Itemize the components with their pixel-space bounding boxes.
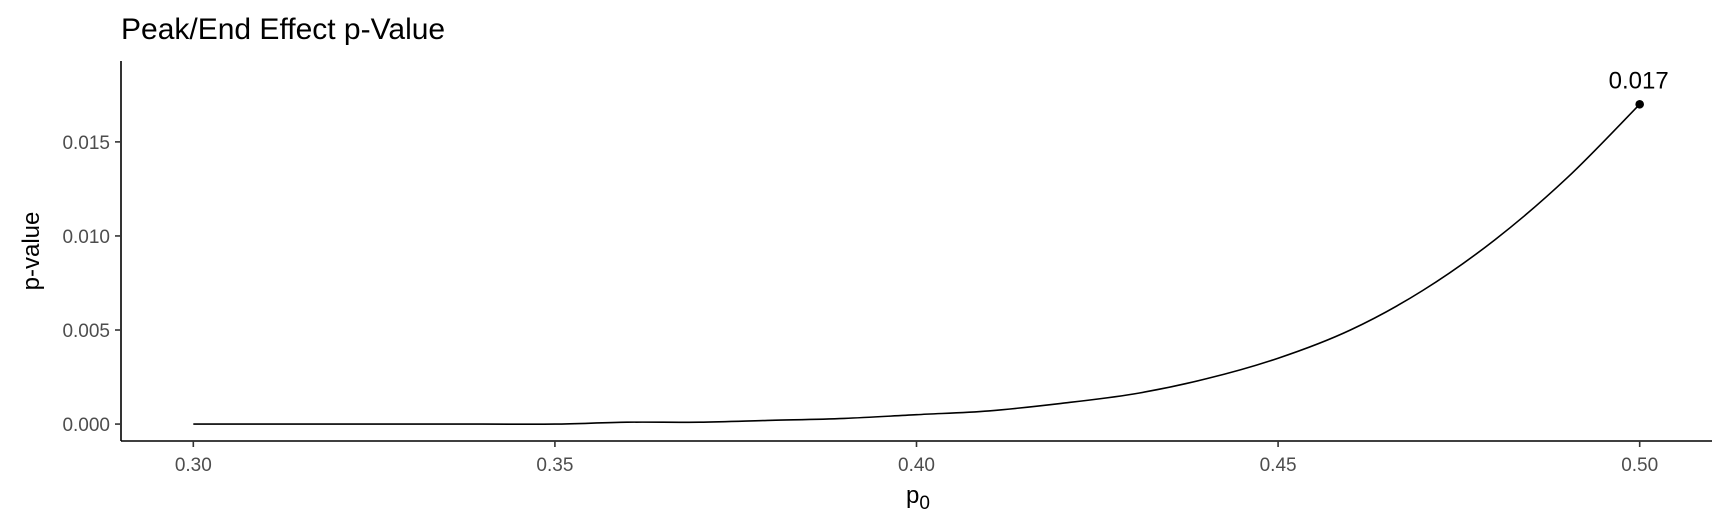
x-axis-title: p0: [906, 482, 930, 514]
x-axis-ticks: 0.30 0.35 0.40 0.45 0.50: [175, 441, 1658, 476]
x-axis-title-main: p: [906, 482, 919, 509]
x-tick-label: 0.50: [1621, 455, 1658, 476]
y-axis-title: p-value: [18, 212, 45, 291]
y-tick-label: 0.005: [62, 321, 110, 342]
plot-area: 0.000 0.005 0.010 0.015 0.30 0.35 0.40 0.45 0.5…: [62, 61, 1712, 476]
chart-title: Peak/End Effect p-Value: [121, 13, 445, 46]
annotated-points: 0.017: [1609, 67, 1669, 109]
x-tick-label: 0.40: [898, 455, 935, 476]
y-tick-label: 0.000: [62, 415, 110, 436]
x-tick-label: 0.35: [536, 455, 573, 476]
p-value-series-line: [193, 103, 1641, 426]
x-tick-label: 0.45: [1260, 455, 1297, 476]
y-tick-label: 0.010: [62, 227, 110, 248]
y-tick-label: 0.015: [62, 133, 110, 154]
annotated-point-marker: [1635, 99, 1644, 109]
x-tick-label: 0.30: [175, 455, 212, 476]
x-axis-title-subscript: 0: [919, 493, 930, 514]
y-axis-ticks: 0.000 0.005 0.010 0.015: [62, 133, 121, 436]
annotated-point-label: 0.017: [1609, 67, 1669, 94]
